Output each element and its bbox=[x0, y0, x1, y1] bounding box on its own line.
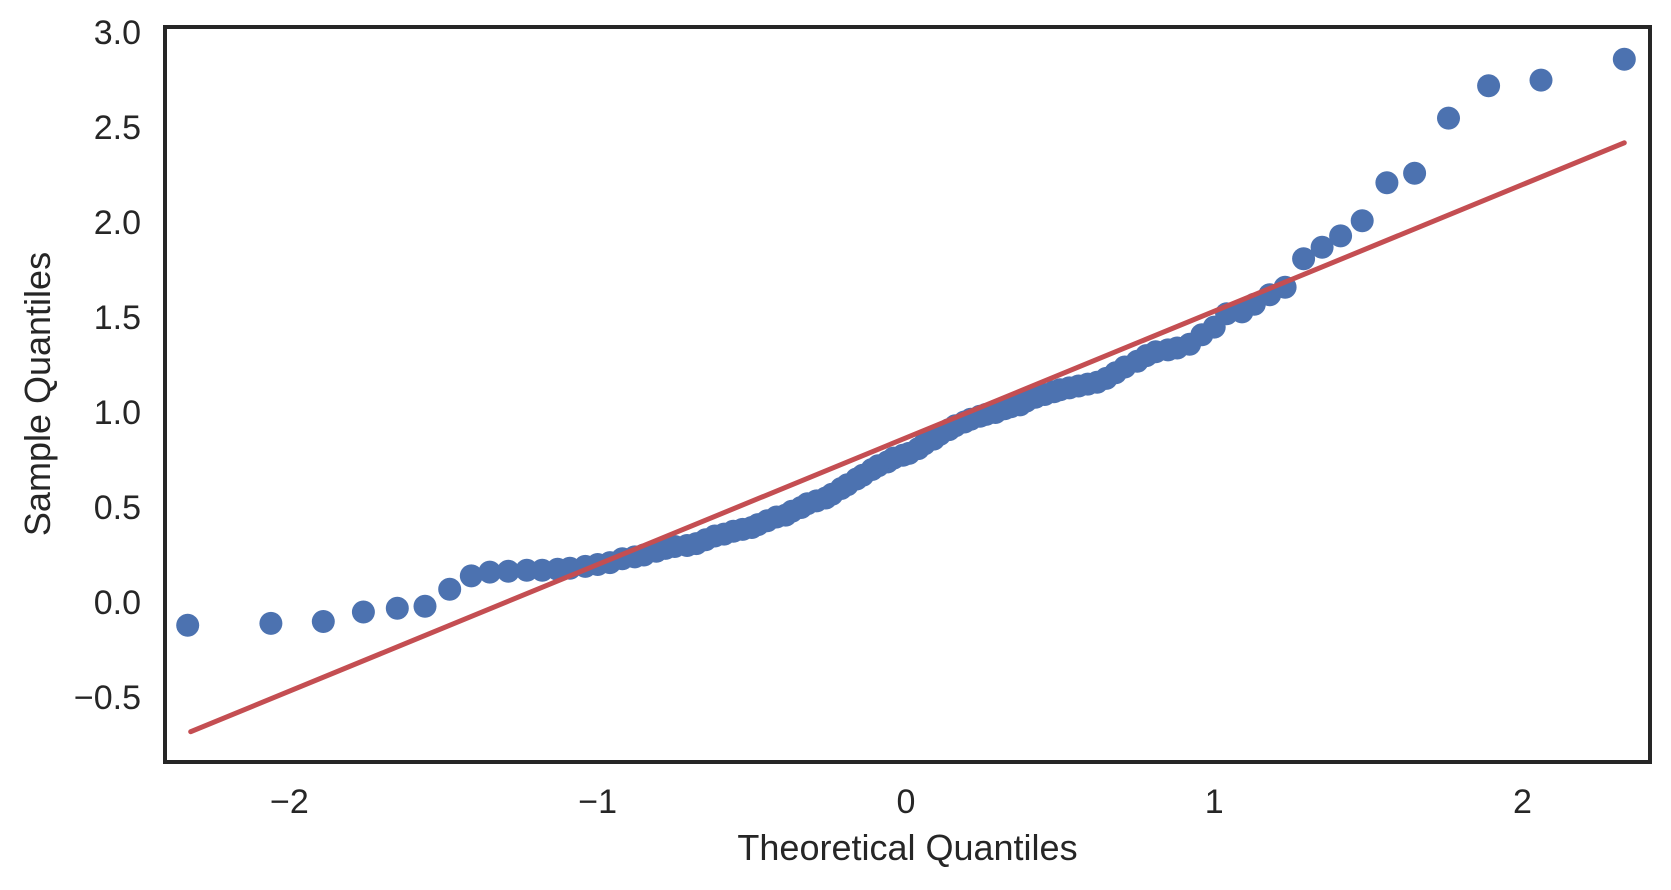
data-point bbox=[478, 560, 502, 584]
y-tick-label: 0.5 bbox=[93, 488, 141, 527]
x-tick-label: −2 bbox=[270, 783, 309, 821]
data-point bbox=[1375, 171, 1399, 195]
data-point bbox=[1329, 224, 1353, 248]
data-point bbox=[413, 594, 437, 618]
data-point bbox=[1292, 247, 1316, 271]
data-point bbox=[1350, 209, 1374, 233]
x-tick-label: 1 bbox=[1204, 783, 1224, 821]
x-axis-label: Theoretical Quantiles bbox=[737, 827, 1078, 868]
y-tick-label: 3.0 bbox=[93, 13, 141, 52]
data-point bbox=[176, 613, 200, 637]
data-point bbox=[351, 600, 375, 624]
data-point bbox=[259, 611, 283, 635]
y-tick-label: 2.5 bbox=[93, 108, 141, 147]
x-tick-label: −1 bbox=[578, 783, 618, 821]
data-point bbox=[385, 596, 409, 620]
y-tick-label: 2.0 bbox=[93, 203, 141, 242]
x-tick-label: 0 bbox=[896, 783, 916, 821]
data-point bbox=[438, 577, 462, 601]
reference-line bbox=[188, 140, 1627, 735]
y-tick-label: 1.0 bbox=[93, 393, 141, 432]
data-point bbox=[1612, 47, 1636, 71]
scatter-points bbox=[176, 47, 1636, 637]
data-point bbox=[1310, 235, 1334, 259]
x-tick-label: 2 bbox=[1513, 783, 1532, 821]
y-tick-label: 1.5 bbox=[93, 298, 141, 337]
data-point bbox=[311, 610, 335, 633]
data-point bbox=[1403, 161, 1427, 185]
qq-plot-canvas bbox=[163, 25, 1652, 764]
data-point bbox=[1477, 74, 1501, 98]
plot-frame bbox=[163, 25, 1652, 764]
data-point bbox=[1437, 106, 1460, 130]
data-point bbox=[459, 564, 483, 588]
data-point bbox=[1529, 68, 1553, 92]
y-tick-label: −0.5 bbox=[73, 678, 141, 717]
data-point bbox=[496, 559, 520, 583]
y-tick-label: 0.0 bbox=[93, 583, 141, 622]
